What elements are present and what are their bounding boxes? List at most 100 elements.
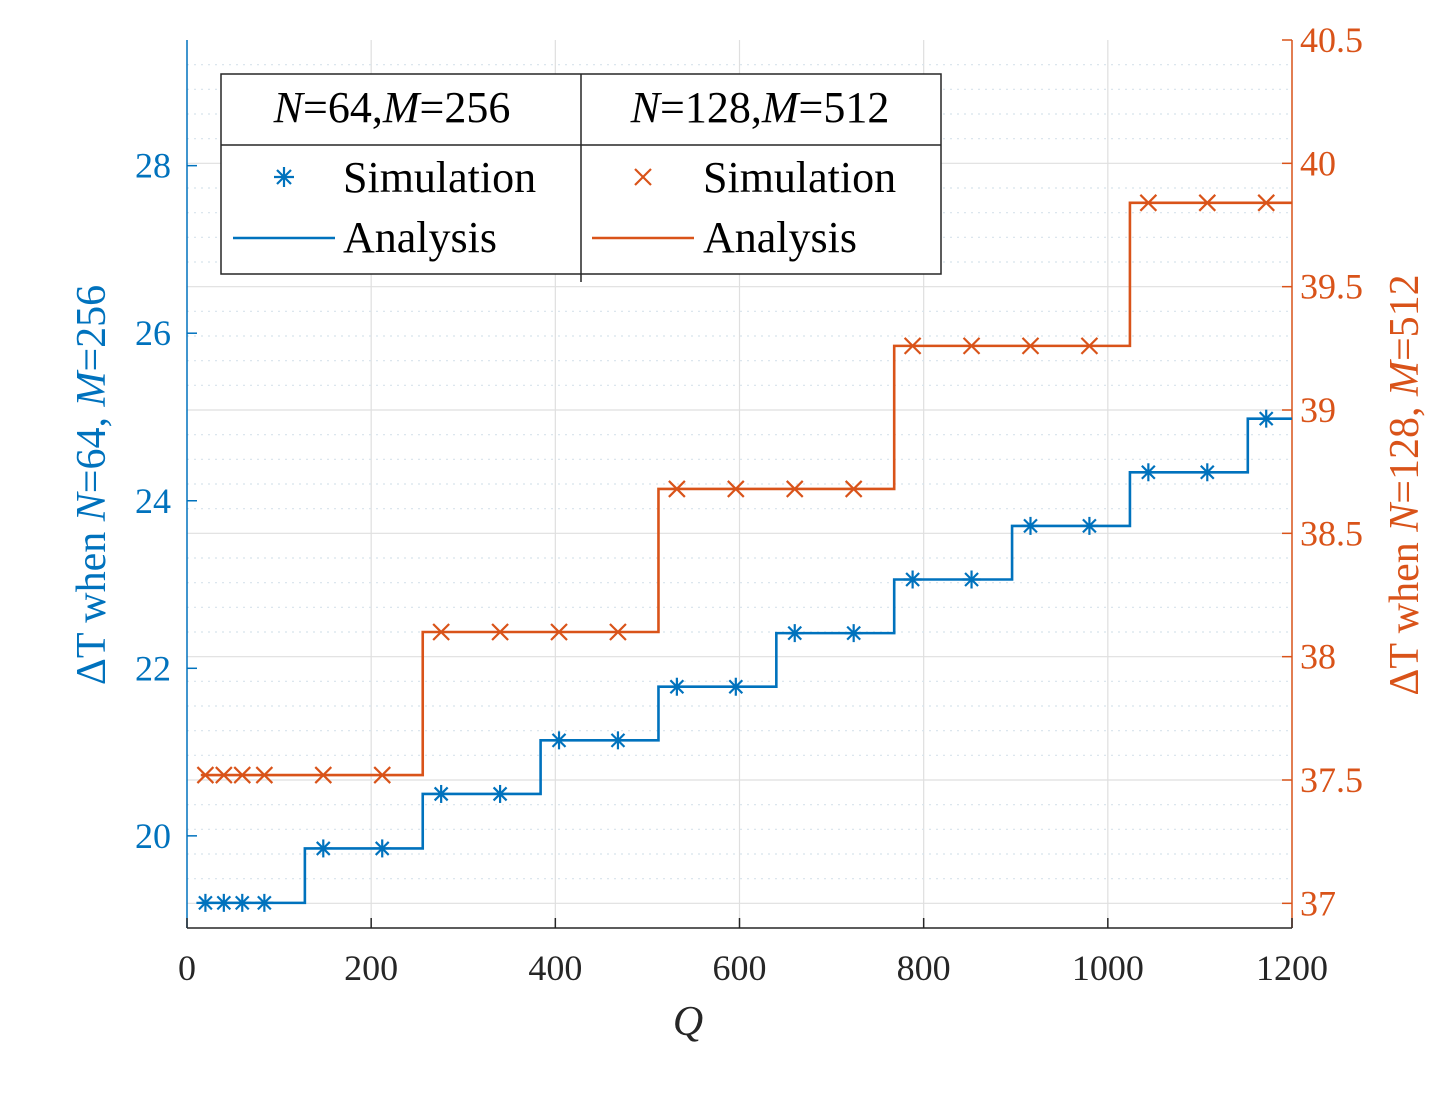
marker-stroke xyxy=(727,480,745,498)
asterisk-marker-point xyxy=(667,677,686,696)
asterisk-marker-point xyxy=(1139,463,1158,482)
left-y-tick-label: 20 xyxy=(135,816,171,856)
right-y-label-m: M xyxy=(1382,359,1428,397)
marker-stroke xyxy=(610,733,626,748)
left-y-axis-label: ΔT when N=64, M=256 xyxy=(69,285,115,685)
marker-stroke xyxy=(316,841,331,856)
left-y-label-n: N xyxy=(69,491,115,522)
asterisk-marker-point xyxy=(726,677,745,696)
labels-layer: Q ΔT when N=64, M=256 ΔT when N=128, M=5… xyxy=(69,274,1428,1045)
right-y-tick-label: 39.5 xyxy=(1300,267,1363,307)
x-marker-point xyxy=(491,623,509,641)
marker-stroke xyxy=(216,895,232,911)
marker-stroke xyxy=(374,841,390,856)
right-y-tick-label: 39 xyxy=(1300,390,1336,430)
marker-stroke xyxy=(669,679,685,695)
marker-stroke xyxy=(491,623,509,641)
marker-stroke xyxy=(1141,464,1156,480)
asterisk-marker-point xyxy=(1080,516,1099,535)
marker-stroke xyxy=(844,480,863,498)
x-tick-label: 200 xyxy=(344,948,398,988)
marker-stroke xyxy=(1021,337,1040,355)
marker-stroke xyxy=(198,895,213,911)
asterisk-marker-point xyxy=(432,784,451,803)
marker-stroke xyxy=(668,480,686,498)
asterisk-marker-point xyxy=(255,893,274,912)
left-y-tick-label: 26 xyxy=(135,313,171,353)
marker-stroke xyxy=(492,786,508,802)
marker-stroke xyxy=(1139,194,1158,212)
x-marker-point xyxy=(233,766,252,784)
x-tick-label: 1000 xyxy=(1072,948,1144,988)
right-y-tick-label: 37.5 xyxy=(1300,760,1363,800)
x-marker-point xyxy=(255,766,274,784)
legend-col2-header: N=128,M=512 xyxy=(630,83,890,132)
x-marker-point xyxy=(903,337,922,355)
marker-stroke xyxy=(433,786,449,802)
x-marker-point xyxy=(668,480,686,498)
right-y-tick-label: 38.5 xyxy=(1300,513,1363,553)
asterisk-marker-point xyxy=(491,784,510,803)
x-tick-label: 0 xyxy=(178,948,196,988)
marker-stroke xyxy=(257,895,272,911)
asterisk-marker-point xyxy=(233,893,252,912)
marker-stroke xyxy=(1023,518,1038,534)
marker-stroke xyxy=(1258,411,1274,426)
x-marker-point xyxy=(609,623,627,641)
asterisk-marker-point xyxy=(196,893,215,912)
marker-stroke xyxy=(1198,194,1217,212)
legend: N=64,M=256 N=128,M=512 Simulation Analys… xyxy=(220,73,942,282)
right-y-tick-label: 37 xyxy=(1300,883,1336,923)
legend-col1-sim-marker xyxy=(274,167,294,187)
marker-stroke xyxy=(550,623,568,641)
asterisk-marker-point xyxy=(314,839,333,858)
right-y-tick-label: 40.5 xyxy=(1300,20,1363,60)
series-line-0 xyxy=(200,417,1292,905)
marker-stroke xyxy=(1080,337,1099,355)
asterisk-marker-point xyxy=(214,893,233,912)
marker-stroke xyxy=(234,895,250,911)
legend-col1-header: N=64,M=256 xyxy=(273,83,511,132)
axes-layer: 0 200 400 600 800 1000 1200 20 22 24 26 28 37 37.5 38 3… xyxy=(135,20,1363,988)
right-y-tick-label: 40 xyxy=(1300,143,1336,183)
x-marker-point xyxy=(727,480,745,498)
x-marker-point xyxy=(1080,337,1099,355)
x-tick-label: 1200 xyxy=(1256,948,1328,988)
marker-stroke xyxy=(255,766,274,784)
x-tick-label: 400 xyxy=(528,948,582,988)
x-tick-label: 800 xyxy=(897,948,951,988)
marker-stroke xyxy=(728,679,744,695)
legend-col2-sim-label: Simulation xyxy=(703,153,896,202)
marker-stroke xyxy=(1200,464,1215,480)
marker-stroke xyxy=(373,766,391,784)
right-y-label-prefix: ΔT when xyxy=(1382,532,1428,696)
marker-stroke xyxy=(551,733,567,748)
left-y-tick-label: 24 xyxy=(135,481,171,521)
marker-stroke xyxy=(903,337,922,355)
marker-stroke xyxy=(215,766,233,784)
x-axis-label: Q xyxy=(673,999,703,1045)
legend-col2-analysis-label: Analysis xyxy=(703,213,857,262)
x-marker-point xyxy=(215,766,233,784)
x-marker-point xyxy=(550,623,568,641)
asterisk-marker-point xyxy=(785,624,804,643)
marker-stroke xyxy=(1257,194,1275,212)
x-tick-label: 600 xyxy=(713,948,767,988)
asterisk-marker-point xyxy=(903,570,922,589)
legend-col2-sim-marker xyxy=(634,168,652,186)
x-marker-point xyxy=(432,623,450,641)
x-marker-point xyxy=(785,480,804,498)
left-y-label-m-val: =256 xyxy=(69,285,115,372)
marker-stroke xyxy=(846,625,861,641)
legend-col1-sim-label: Simulation xyxy=(343,153,536,202)
marker-stroke xyxy=(314,766,333,784)
x-marker-point xyxy=(196,766,215,784)
x-marker-point xyxy=(1198,194,1217,212)
asterisk-marker-point xyxy=(962,570,981,589)
left-y-label-m: M xyxy=(69,370,115,408)
right-y-label-n-val: =128, xyxy=(1382,396,1428,504)
asterisk-marker-point xyxy=(1198,463,1217,482)
right-y-axis-label: ΔT when N=128, M=512 xyxy=(1382,274,1428,695)
marker-stroke xyxy=(785,480,804,498)
